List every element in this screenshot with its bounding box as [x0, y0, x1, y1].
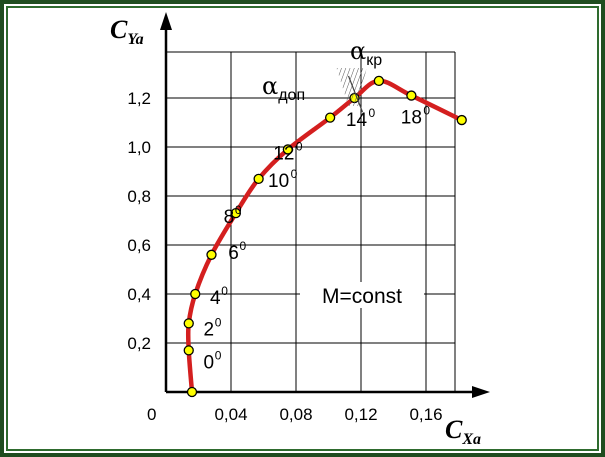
y-tick-label: 0,6: [127, 236, 151, 255]
y-tick-label: 0,8: [127, 187, 151, 206]
hatch-fill: [336, 68, 367, 106]
polar-curve-series: [183, 75, 467, 398]
angle-label: 14: [346, 110, 368, 131]
degree-mark: 0: [215, 348, 222, 362]
x-tick-label: 0,04: [214, 405, 247, 424]
data-point-marker-11: [406, 90, 417, 101]
angle-label: 18: [401, 108, 422, 129]
grid-lines: [166, 51, 456, 392]
data-point-marker-5: [230, 207, 242, 219]
x-tick-label: 0,16: [409, 405, 442, 424]
x-tick-label: 0,12: [344, 405, 377, 424]
tick-labels: 0,04 0,08 0,12 0,16 0,2 0,4 0,6 0,8 1,0 1,2: [127, 89, 442, 424]
degree-mark: 0: [240, 239, 247, 253]
angle-label: 0: [203, 352, 214, 373]
data-point-marker-7: [282, 144, 294, 155]
x-tick-label: 0,08: [279, 405, 312, 424]
y-tick-label: 0,4: [127, 285, 151, 304]
y-tick-label: 1,2: [127, 89, 151, 108]
y-axis-arrow: [160, 12, 172, 30]
angle-labels: 0 02 04 06 08 010 012 014 0 18 0: [203, 104, 430, 374]
angle-label: 12: [273, 143, 294, 164]
angle-label: 6: [228, 243, 239, 264]
data-point-marker-1: [183, 345, 194, 356]
alpha-dop-label: αдоп: [262, 72, 305, 104]
degree-mark: 0: [221, 284, 228, 298]
degree-mark: 0: [291, 167, 298, 181]
angle-label: 10: [268, 171, 289, 192]
data-point-marker-4: [206, 249, 217, 260]
data-point-marker-0: [186, 386, 198, 398]
angle-label: 4: [210, 288, 221, 309]
angle-label: 2: [203, 319, 214, 340]
data-point-marker-10: [373, 75, 385, 86]
condition-label-background: [300, 282, 424, 308]
data-point-marker-6: [253, 173, 264, 185]
degree-mark: 0: [296, 139, 303, 153]
y-axis-label: CYa: [110, 15, 144, 48]
origin-label: 0: [147, 405, 156, 424]
data-point-marker-8: [324, 112, 336, 123]
hatch-line: [347, 75, 364, 113]
x-axis-label: CXa: [445, 415, 481, 448]
y-tick-label: 0,2: [127, 334, 151, 353]
alpha-kr-label: αкр: [350, 37, 382, 69]
degree-mark: 0: [423, 104, 430, 118]
x-axis-arrow: [472, 386, 490, 398]
data-point-marker-3: [190, 288, 201, 300]
data-point-marker-12: [456, 114, 467, 126]
limit-hatch-mark: [336, 68, 367, 113]
data-point-marker-2: [183, 318, 194, 329]
degree-mark: 0: [369, 106, 376, 120]
degree-mark: 0: [215, 315, 222, 329]
y-tick-label: 1,0: [127, 138, 151, 157]
degree-mark: 0: [235, 203, 242, 217]
condition-label: M=const: [322, 285, 402, 308]
axes: [160, 12, 490, 398]
annotations: M=const αдоп αкр: [262, 37, 424, 308]
angle-label: 8: [224, 207, 235, 228]
